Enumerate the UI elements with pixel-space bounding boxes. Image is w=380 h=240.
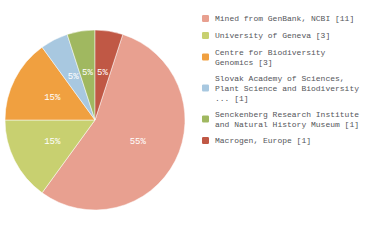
svg-text:15%: 15%: [44, 93, 61, 103]
svg-text:University of Geneva [3]: University of Geneva [3]: [215, 31, 330, 40]
svg-text:5%: 5%: [68, 72, 79, 82]
svg-text:Macrogen, Europe [1]: Macrogen, Europe [1]: [215, 136, 311, 145]
svg-text:55%: 55%: [130, 137, 147, 147]
svg-text:Mined from GenBank, NCBI [11]: Mined from GenBank, NCBI [11]: [215, 14, 354, 23]
svg-text:5%: 5%: [97, 68, 108, 78]
svg-text:Senckenberg Research Institute: Senckenberg Research Institute: [215, 110, 359, 119]
svg-text:... [1]: ... [1]: [215, 94, 249, 103]
svg-text:5%: 5%: [82, 68, 93, 78]
svg-text:Plant Science and Biodiversity: Plant Science and Biodiversity: [215, 84, 359, 93]
svg-text:Slovak Academy of Sciences,: Slovak Academy of Sciences,: [215, 74, 345, 83]
svg-text:15%: 15%: [44, 137, 61, 147]
svg-text:Genomics [3]: Genomics [3]: [215, 58, 273, 67]
svg-text:Centre for Biodiversity: Centre for Biodiversity: [215, 48, 326, 57]
svg-text:and Natural History Museum [1]: and Natural History Museum [1]: [215, 120, 359, 129]
